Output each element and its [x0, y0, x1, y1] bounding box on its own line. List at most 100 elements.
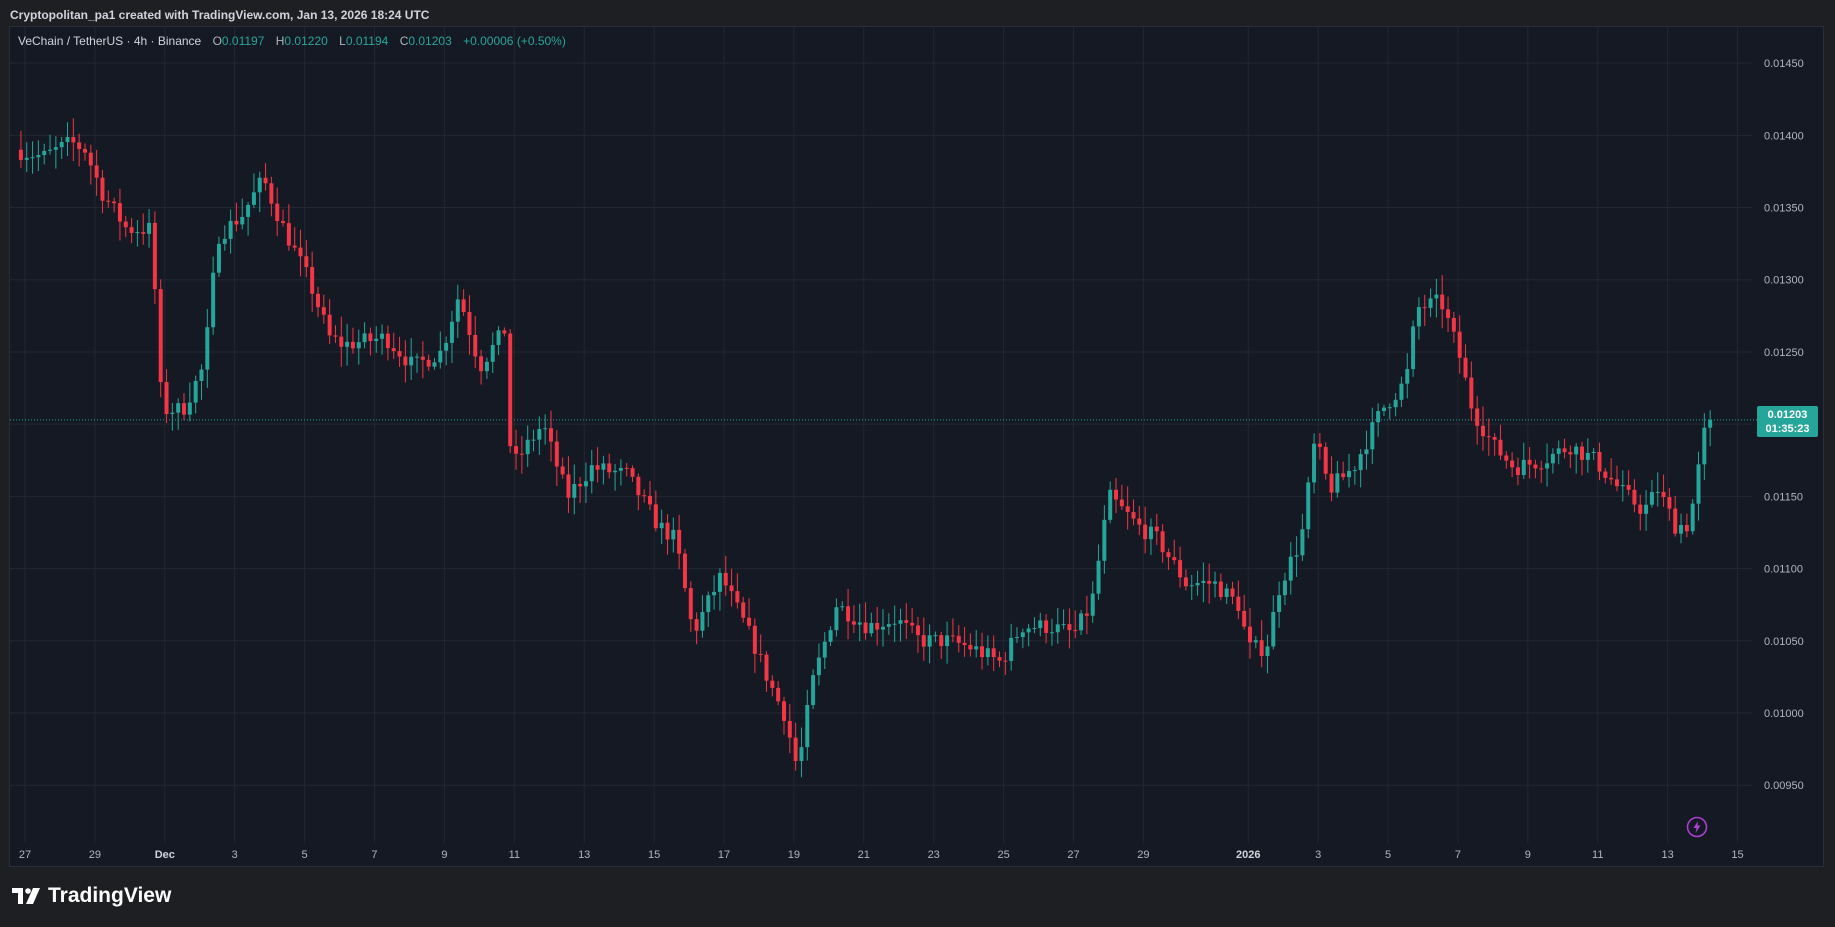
candle	[921, 617, 926, 661]
candle-body	[164, 382, 169, 415]
candle	[1545, 443, 1550, 487]
candle	[1300, 513, 1305, 561]
candle	[94, 149, 99, 196]
candle-body	[234, 220, 239, 225]
candle-body	[723, 572, 728, 586]
candle	[1073, 610, 1078, 639]
candle-body	[904, 620, 909, 623]
candle	[1026, 624, 1031, 647]
candle-body	[566, 474, 571, 498]
candle	[1032, 617, 1037, 634]
candle-body	[82, 148, 87, 153]
chart-panel[interactable]: 0.01450 0.01400 0.01350 0.01300 0.01250 0.011…	[9, 26, 1824, 867]
candle-body	[1655, 491, 1660, 493]
candle-body	[1690, 503, 1695, 532]
candle	[1510, 452, 1515, 477]
candle-body	[141, 232, 146, 234]
candlestick-chart[interactable]: 0.01450 0.01400 0.01350 0.01300 0.01250 0.011…	[10, 27, 1825, 868]
tradingview-logo[interactable]: TradingView	[12, 884, 171, 908]
candle-body	[1696, 464, 1701, 504]
high-label: H	[275, 34, 285, 48]
candle-body	[1300, 529, 1305, 556]
candle-body	[508, 333, 513, 447]
candle-body	[42, 150, 47, 156]
candle-body	[135, 232, 140, 234]
candle-body	[1335, 473, 1340, 493]
x-tick-label: 21	[858, 849, 870, 861]
candle-body	[811, 675, 816, 706]
candle	[514, 429, 519, 470]
candle-body	[1288, 556, 1293, 581]
x-tick-label: 19	[788, 849, 800, 861]
candle-body	[205, 327, 210, 370]
candle	[1306, 476, 1311, 539]
candle-body	[607, 463, 612, 473]
candle-body	[1574, 446, 1579, 455]
y-tick-label: 0.01100	[1764, 564, 1803, 576]
candle-body	[1131, 512, 1136, 519]
candle-body	[1416, 307, 1421, 327]
lightning-icon[interactable]	[1686, 816, 1708, 843]
candle	[1504, 451, 1509, 469]
candle-body	[892, 623, 897, 625]
candle-body	[816, 657, 821, 676]
candle	[1405, 353, 1410, 399]
candle	[1183, 569, 1188, 591]
candle	[1044, 614, 1049, 644]
candle	[1480, 406, 1485, 451]
candle	[1154, 513, 1159, 545]
x-tick-label: Dec	[155, 849, 175, 861]
candle	[1009, 623, 1014, 671]
candle	[281, 209, 286, 227]
candle	[811, 669, 816, 710]
candle	[1055, 607, 1060, 644]
candle	[123, 215, 128, 238]
candle-body	[1457, 331, 1462, 358]
candle	[1253, 636, 1258, 649]
candle-body	[1422, 307, 1427, 309]
candle	[968, 633, 973, 657]
candle	[292, 227, 297, 252]
candle-body	[479, 356, 484, 372]
candle-body	[735, 591, 740, 603]
candle-body	[1370, 422, 1375, 450]
candle-body	[1451, 317, 1456, 332]
symbol-label: VeChain / TetherUS · 4h · Binance	[18, 34, 202, 48]
grid	[10, 27, 1752, 843]
y-tick-label: 0.01150	[1764, 491, 1803, 503]
candle	[461, 289, 466, 316]
candle-body	[1591, 451, 1596, 453]
candle	[863, 602, 868, 640]
candle-body	[362, 333, 367, 343]
candle-body	[770, 680, 775, 688]
candle	[327, 299, 332, 345]
candle	[304, 240, 309, 278]
candle-body	[805, 705, 810, 748]
candle	[747, 598, 752, 630]
candle	[1329, 456, 1334, 502]
candle	[939, 631, 944, 659]
candle-body	[415, 356, 420, 358]
candle	[1114, 477, 1119, 514]
candle	[1486, 418, 1491, 456]
candle-body	[187, 402, 192, 415]
candle	[566, 456, 571, 513]
candle-body	[613, 470, 618, 473]
candle	[1632, 479, 1637, 513]
candle-body	[112, 201, 117, 204]
close-label: C	[399, 34, 409, 48]
candle	[1393, 393, 1398, 417]
candle	[286, 204, 291, 251]
candle-body	[1294, 555, 1299, 557]
candle	[1242, 594, 1247, 630]
candle-body	[1381, 407, 1386, 412]
candle	[980, 632, 985, 670]
candle	[892, 605, 897, 643]
candle-body	[327, 314, 332, 336]
candle-body	[246, 204, 251, 217]
candle	[1067, 608, 1072, 649]
candle	[1644, 490, 1649, 531]
candle	[164, 368, 169, 424]
y-tick-label: 0.01050	[1764, 636, 1804, 648]
y-tick-label: 0.01300	[1764, 275, 1804, 287]
